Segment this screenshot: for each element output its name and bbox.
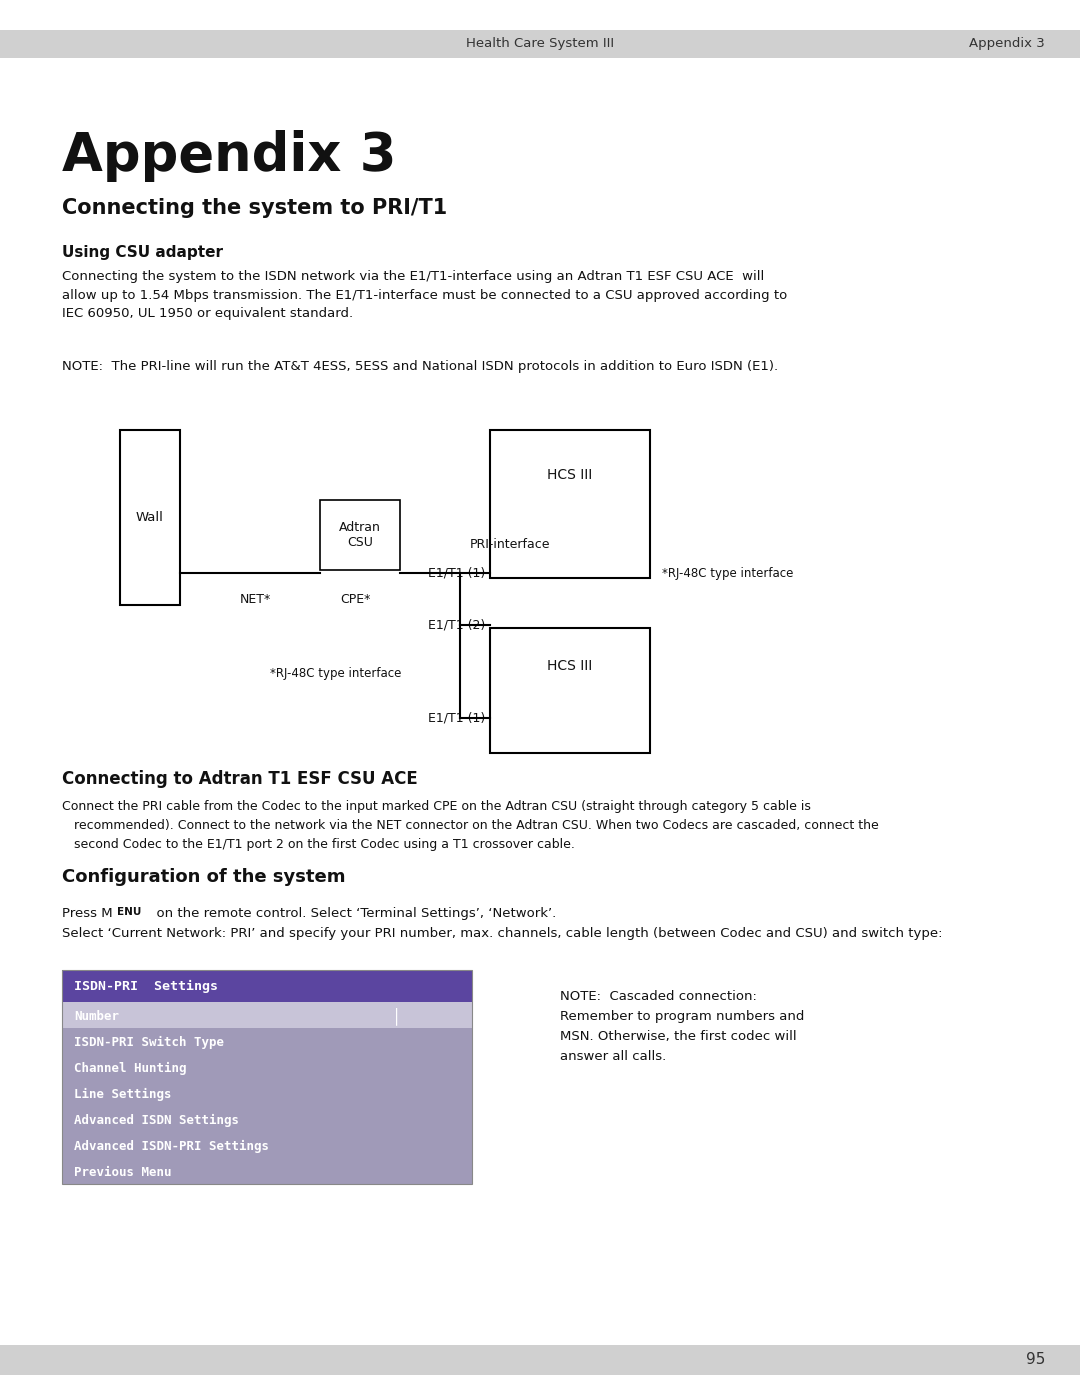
Bar [62,1132,472,1158]
Bar [0,29,1080,59]
Text: NOTE:  The PRI-line will run the AT&T 4ESS, 5ESS and National ISDN protocols in : NOTE: The PRI-line will run the AT&T 4ES… [62,360,778,373]
Text: Using CSU adapter: Using CSU adapter [62,244,222,260]
Text: Adtran
CSU: Adtran CSU [339,521,381,549]
Text: E1/T1 (2): E1/T1 (2) [428,619,485,631]
Text: E1/T1 (1): E1/T1 (1) [428,711,485,725]
Text: HCS III: HCS III [548,659,593,673]
Text: │: │ [392,1007,401,1025]
Text: *RJ-48C type interface: *RJ-48C type interface [270,666,402,680]
Bar [62,970,472,1002]
Bar [0,1345,1080,1375]
Text: *RJ-48C type interface: *RJ-48C type interface [662,567,794,580]
Text: HCS III: HCS III [548,468,593,482]
Bar [62,1053,472,1080]
Text: Connect the PRI cable from the Codec to the input marked CPE on the Adtran CSU (: Connect the PRI cable from the Codec to … [62,800,879,851]
Text: ISDN-PRI  Settings: ISDN-PRI Settings [75,979,218,992]
Bar [62,1002,472,1028]
Text: ISDN-PRI Switch Type: ISDN-PRI Switch Type [75,1035,224,1049]
Bar [490,430,650,578]
Text: Wall: Wall [136,511,164,524]
Bar [320,500,400,570]
Text: Advanced ISDN-PRI Settings: Advanced ISDN-PRI Settings [75,1140,269,1153]
Text: Configuration of the system: Configuration of the system [62,868,346,886]
Bar [62,1080,472,1106]
Text: Advanced ISDN Settings: Advanced ISDN Settings [75,1113,239,1126]
Bar [62,970,472,1185]
Text: Line Settings: Line Settings [75,1087,172,1101]
Text: CPE*: CPE* [340,592,370,606]
Text: Select ‘Current Network: PRI’ and specify your PRI number, max. channels, cable : Select ‘Current Network: PRI’ and specif… [62,928,943,940]
Text: Number: Number [75,1010,119,1023]
Text: Health Care System III: Health Care System III [465,38,615,50]
Bar [62,1158,472,1185]
Text: ENU: ENU [117,907,141,916]
Text: 95: 95 [1026,1352,1045,1368]
Text: NET*: NET* [240,592,271,606]
Text: Appendix 3: Appendix 3 [969,38,1045,50]
Text: Previous Menu: Previous Menu [75,1165,172,1179]
Bar [62,1106,472,1132]
Text: PRI-interface: PRI-interface [470,538,550,552]
Text: Connecting the system to PRI/T1: Connecting the system to PRI/T1 [62,198,447,218]
Text: NOTE:  Cascaded connection:
Remember to program numbers and
MSN. Otherwise, the : NOTE: Cascaded connection: Remember to p… [561,990,805,1063]
Text: Channel Hunting: Channel Hunting [75,1062,187,1074]
Text: Connecting to Adtran T1 ESF CSU ACE: Connecting to Adtran T1 ESF CSU ACE [62,770,418,788]
Bar [120,430,180,605]
Bar [490,629,650,753]
Text: on the remote control. Select ‘Terminal Settings’, ‘Network’.: on the remote control. Select ‘Terminal … [148,907,556,921]
Bar [62,1028,472,1053]
Text: Connecting the system to the ISDN network via the E1/T1-interface using an Adtra: Connecting the system to the ISDN networ… [62,270,787,320]
Text: Press M: Press M [62,907,112,921]
Text: E1/T1 (1): E1/T1 (1) [428,567,485,580]
Text: Appendix 3: Appendix 3 [62,130,396,182]
